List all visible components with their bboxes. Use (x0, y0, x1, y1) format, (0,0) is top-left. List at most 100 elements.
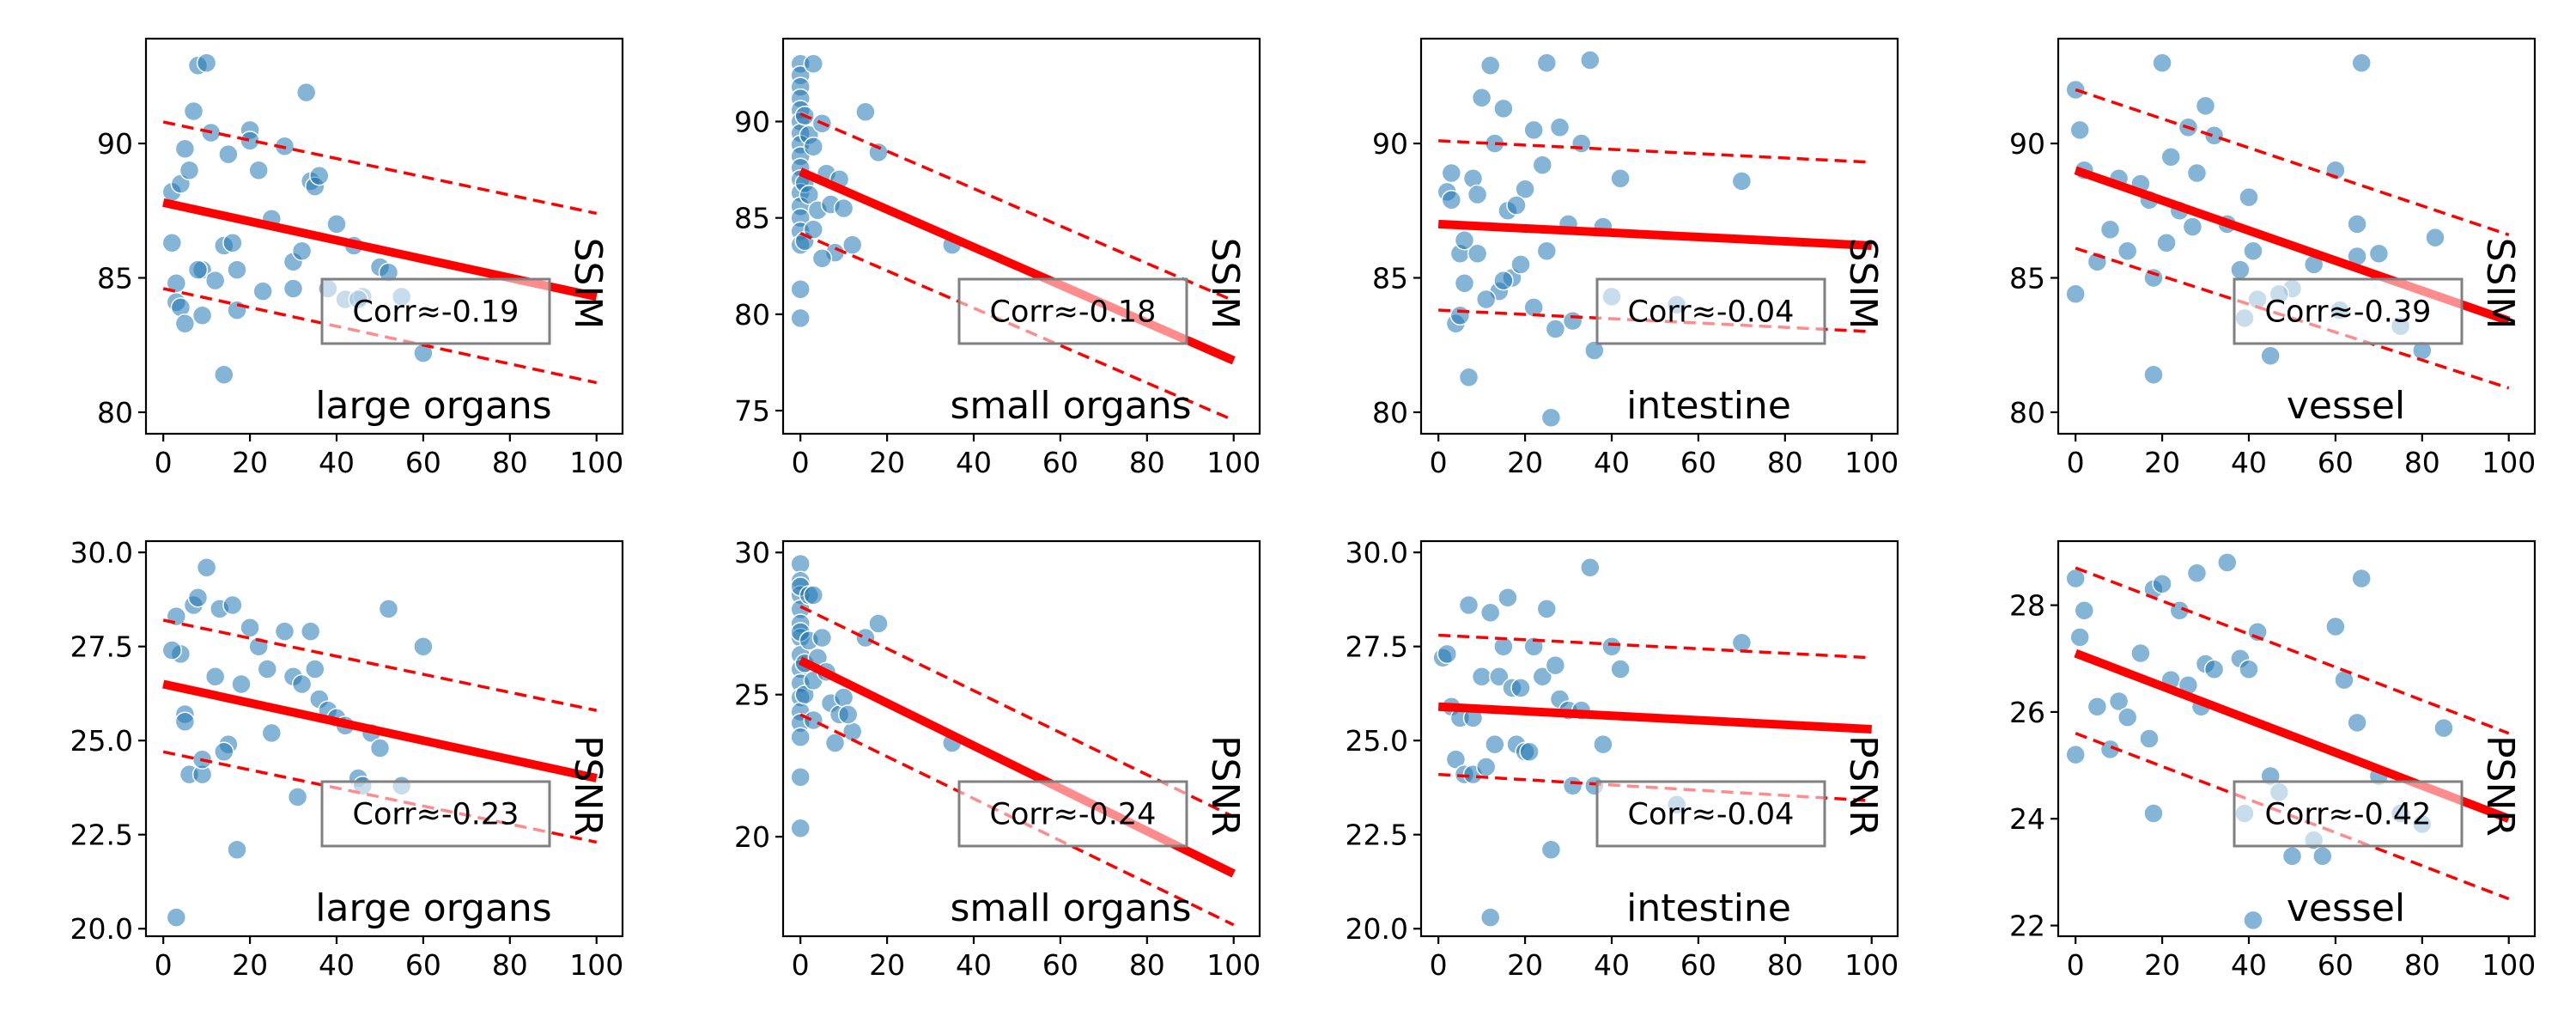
points (1437, 50, 1753, 428)
data-point (2087, 696, 2108, 717)
x-tick-label: 0 (1430, 948, 1448, 982)
data-point (2065, 744, 2086, 765)
correlation-label: Corr≈-0.39 (2265, 295, 2432, 330)
correlation-label: Corr≈-0.42 (2265, 798, 2432, 832)
x-tick-label: 20 (232, 948, 268, 982)
y-tick-label: 22 (2009, 910, 2045, 943)
data-point (305, 659, 325, 679)
y-tick-label: 22.5 (1346, 819, 1408, 852)
x-tick-label: 60 (405, 446, 441, 479)
data-point (1510, 254, 1531, 275)
y-tick-label: 80 (734, 298, 770, 332)
x-tick-label: 80 (1767, 446, 1803, 479)
data-point (1562, 310, 1583, 332)
y-axis: 80 85 90 (1372, 127, 1421, 429)
data-point (2347, 712, 2367, 734)
data-point (2152, 573, 2172, 594)
plot-frame (781, 539, 1261, 938)
regression-line (1437, 219, 1872, 250)
y-tick-label: 30.0 (1346, 536, 1408, 569)
data-point (1471, 666, 1492, 687)
y-tick-label: 85 (2009, 262, 2045, 295)
y-axis: 80 85 90 (97, 127, 146, 429)
data-point (1610, 167, 1631, 189)
data-point (187, 259, 209, 280)
y-tick-label: 25 (734, 679, 770, 712)
metric-label: PSNR (1841, 735, 1885, 837)
data-point (2433, 717, 2454, 739)
x-tick-label: 40 (2231, 948, 2267, 982)
data-point (166, 907, 187, 928)
data-point (2182, 216, 2203, 237)
correlation-box (320, 780, 551, 848)
data-point (1536, 240, 1558, 261)
y-tick-label: 25.0 (70, 724, 133, 758)
correlation-box (2233, 277, 2464, 345)
x-tick-label: 80 (492, 948, 528, 982)
y-tick-label: 90 (1372, 127, 1408, 161)
data-point (1471, 88, 1492, 108)
data-point (2143, 803, 2164, 824)
data-point (174, 313, 196, 334)
x-tick-label: 40 (319, 446, 355, 479)
data-point (240, 618, 260, 638)
correlation-label: Corr≈-0.18 (990, 295, 1157, 330)
upper-band-line (799, 112, 1235, 302)
y-axis: 20.0 22.5 25.0 27.5 30.0 (1346, 536, 1421, 946)
y-tick-label: 85 (1372, 262, 1408, 295)
data-point (1571, 133, 1592, 154)
plot-frame (144, 37, 624, 435)
correlation-box (957, 780, 1188, 848)
data-point (161, 233, 183, 253)
data-point (2099, 219, 2121, 240)
y-axis: 22 24 26 28 (2009, 589, 2058, 943)
data-point (174, 711, 196, 733)
data-point (1493, 270, 1514, 291)
fit-lines (1437, 633, 1872, 803)
group-label: vessel (2287, 886, 2405, 930)
fit-lines (799, 112, 1236, 422)
x-tick-label: 100 (1206, 948, 1261, 982)
x-tick-label: 60 (2318, 446, 2354, 479)
data-point (841, 234, 863, 255)
correlation-label: Corr≈-0.04 (1628, 798, 1795, 832)
data-point (1475, 757, 1497, 777)
data-point (326, 214, 347, 234)
data-point (2281, 846, 2303, 867)
y-axis: 80 85 90 (2009, 127, 2058, 429)
x-tick-label: 40 (956, 446, 992, 479)
data-point (183, 100, 204, 122)
x-tick-label: 0 (792, 446, 810, 479)
data-point (257, 659, 278, 679)
points (790, 53, 963, 329)
y-tick-label: 90 (734, 105, 770, 138)
data-point (2186, 563, 2208, 584)
data-point (1536, 599, 1558, 619)
data-point (1458, 594, 1479, 616)
data-point (1580, 557, 1601, 578)
data-point (1532, 666, 1553, 687)
x-tick-label: 80 (1129, 446, 1165, 479)
data-point (1437, 643, 1458, 665)
metric-label: SSIM (566, 238, 610, 330)
data-point (2065, 283, 2086, 305)
data-point (2069, 119, 2090, 141)
data-point (1510, 678, 1531, 698)
data-point (1485, 734, 1505, 755)
data-point (2139, 728, 2160, 749)
x-axis: 0 20 40 60 80 100 (2067, 936, 2536, 982)
x-tick-label: 40 (956, 948, 992, 982)
correlation-label: Corr≈-0.04 (1628, 295, 1795, 330)
data-point (2152, 52, 2172, 73)
x-tick-label: 80 (1129, 948, 1165, 982)
data-point (2143, 267, 2164, 289)
metric-label: SSIM (1203, 238, 1247, 330)
data-point (2203, 659, 2225, 679)
fit-lines (798, 605, 1236, 927)
y-tick-label: 20 (734, 820, 770, 854)
upper-band-line (1438, 633, 1872, 660)
data-point (811, 248, 833, 269)
data-point (2239, 186, 2259, 208)
metric-label: PSNR (566, 735, 610, 837)
data-point (261, 722, 283, 744)
